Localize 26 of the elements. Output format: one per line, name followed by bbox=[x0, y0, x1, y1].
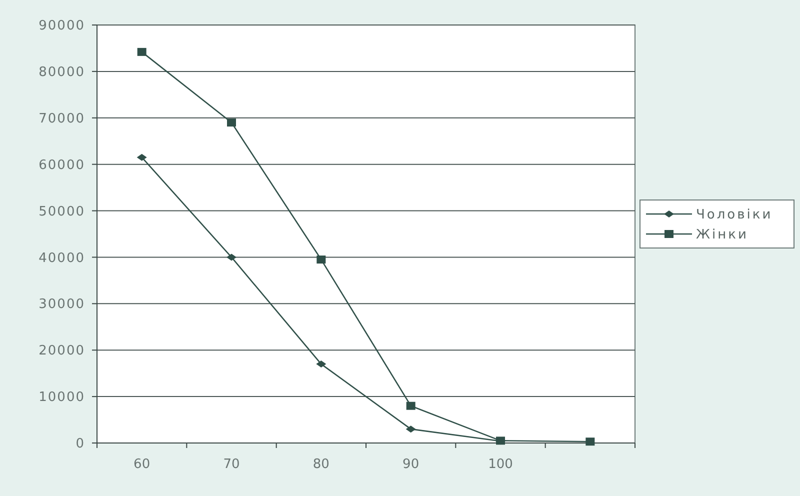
x-tick-label: 80 bbox=[312, 457, 330, 472]
point bbox=[316, 256, 326, 264]
y-tick-label: 70000 bbox=[38, 111, 85, 126]
y-tick-label: 50000 bbox=[38, 204, 85, 220]
y-tick-label: 30000 bbox=[38, 297, 85, 312]
point bbox=[227, 118, 236, 127]
legend-label: Жінки bbox=[696, 228, 748, 243]
point bbox=[136, 154, 147, 161]
point bbox=[316, 360, 326, 368]
y-tick-label: 80000 bbox=[38, 64, 85, 80]
y-tick-label: 10000 bbox=[38, 390, 85, 406]
x-tick-label: 70 bbox=[223, 457, 240, 472]
y-tick-label: 20000 bbox=[38, 344, 85, 359]
y-tick-label: 40000 bbox=[38, 250, 85, 266]
x-tick-label: 60 bbox=[134, 457, 150, 472]
point bbox=[406, 426, 416, 433]
y-tick-label: 0 bbox=[76, 436, 85, 452]
point bbox=[586, 438, 595, 446]
y-tick-label: 60000 bbox=[38, 158, 85, 173]
y-tick-label: 90000 bbox=[38, 18, 85, 34]
point bbox=[226, 254, 236, 261]
point bbox=[406, 402, 416, 410]
legend-label: Чоловіки bbox=[696, 208, 773, 223]
x-tick-label: 90 bbox=[402, 457, 420, 472]
x-tick-label: 100 bbox=[488, 457, 513, 472]
point bbox=[137, 48, 146, 56]
